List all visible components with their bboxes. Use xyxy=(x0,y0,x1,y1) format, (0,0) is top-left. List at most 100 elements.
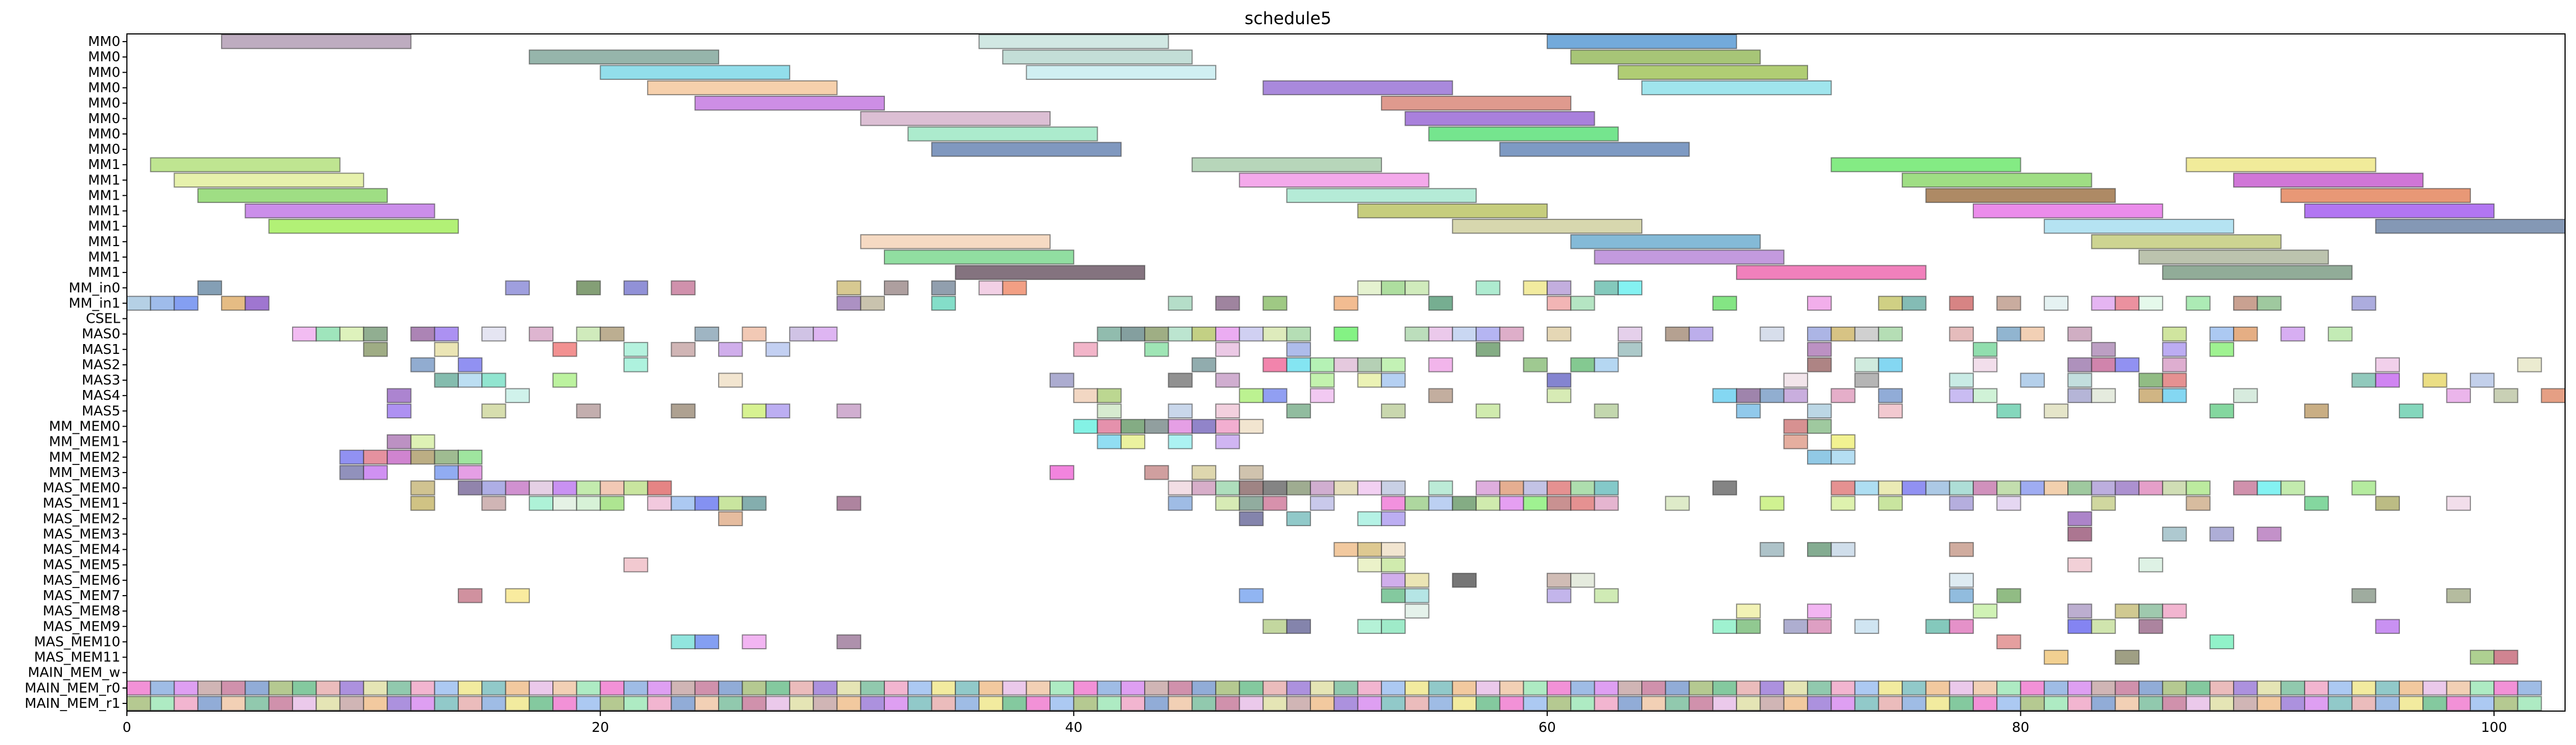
task-bar xyxy=(1617,280,1643,295)
y-tick-label: MM_in0 xyxy=(69,280,120,295)
task-bar xyxy=(1806,450,1832,465)
task-bar xyxy=(2067,357,2093,372)
task-bar xyxy=(2304,496,2329,511)
task-bar xyxy=(1380,403,1406,419)
task-bar xyxy=(1996,403,2021,419)
task-bar xyxy=(765,403,790,419)
stripe-bar-r1 xyxy=(2091,696,2116,711)
stripe-bar-r1 xyxy=(1759,696,1785,711)
task-bar xyxy=(1476,480,1501,496)
task-bar xyxy=(2091,480,2116,496)
task-bar xyxy=(1546,480,1572,496)
stripe-bar-r0 xyxy=(647,680,672,696)
task-bar xyxy=(528,49,720,65)
task-bar xyxy=(671,634,696,650)
task-bar xyxy=(1239,465,1264,480)
task-bar xyxy=(1925,480,1950,496)
task-bar xyxy=(1333,542,1359,557)
task-bar xyxy=(363,326,388,342)
y-tick-label: MM1 xyxy=(88,156,120,172)
stripe-bar-r0 xyxy=(2185,680,2211,696)
y-tick-label: MM1 xyxy=(88,234,120,249)
task-bar xyxy=(1831,434,1856,450)
task-bar xyxy=(2091,619,2116,634)
y-tick-label: MAIN_MEM_r1 xyxy=(25,695,120,711)
task-bar xyxy=(1476,403,1501,419)
task-bar xyxy=(1452,496,1477,511)
stripe-bar-r1 xyxy=(694,696,720,711)
task-bar xyxy=(1310,372,1335,388)
task-bar xyxy=(1925,619,1950,634)
task-bar xyxy=(1168,434,1193,450)
task-bar xyxy=(1428,126,1619,142)
stripe-bar-r0 xyxy=(1665,680,1690,696)
task-bar xyxy=(1333,357,1359,372)
stripe-bar-r0 xyxy=(2493,680,2519,696)
stripe-bar-r0 xyxy=(2469,680,2495,696)
task-bar xyxy=(1736,388,1761,403)
task-bar xyxy=(1476,280,1501,295)
stripe-bar-r0 xyxy=(671,680,696,696)
task-bar xyxy=(1191,465,1216,480)
task-bar xyxy=(1570,573,1595,588)
task-bar xyxy=(2162,357,2187,372)
task-bar xyxy=(2067,557,2093,573)
task-bar xyxy=(173,172,364,188)
stripe-bar-r0 xyxy=(1357,680,1382,696)
task-bar xyxy=(2399,403,2424,419)
stripe-bar-r1 xyxy=(2280,696,2305,711)
task-bar xyxy=(1546,588,1572,603)
stripe-bar-r1 xyxy=(1546,696,1572,711)
stripe-bar-r0 xyxy=(1191,680,1216,696)
task-bar xyxy=(599,480,625,496)
task-bar xyxy=(1878,480,1903,496)
y-tick-label: MAS_MEM7 xyxy=(43,587,120,603)
task-bar xyxy=(931,280,956,295)
stripe-bar-r1 xyxy=(1878,696,1903,711)
stripe-bar-r0 xyxy=(2067,680,2093,696)
stripe-bar-r1 xyxy=(2493,696,2519,711)
task-bar xyxy=(1831,542,1856,557)
task-bar xyxy=(1854,619,1879,634)
task-bar xyxy=(1262,496,1287,511)
stripe-bar-r1 xyxy=(623,696,649,711)
task-bar xyxy=(1025,65,1216,80)
stripe-bar-r0 xyxy=(528,680,554,696)
y-tick-label: MM1 xyxy=(88,218,120,234)
task-bar xyxy=(1594,280,1619,295)
task-bar xyxy=(2209,326,2235,342)
task-bar xyxy=(1878,403,1903,419)
task-bar xyxy=(457,588,483,603)
task-bars xyxy=(126,34,2566,711)
y-tick-label: MM0 xyxy=(88,33,120,49)
stripe-bar-r0 xyxy=(978,680,1004,696)
task-bar xyxy=(1357,280,1382,295)
task-bar xyxy=(434,326,459,342)
task-bar xyxy=(1239,172,1430,188)
y-tick-label: MM0 xyxy=(88,126,120,142)
task-bar xyxy=(1191,480,1216,496)
stripe-bar-r0 xyxy=(1949,680,1974,696)
task-bar xyxy=(1736,603,1761,619)
task-bar xyxy=(1286,188,1477,203)
task-bar xyxy=(576,496,601,511)
task-bar xyxy=(481,326,506,342)
task-bar xyxy=(1996,480,2021,496)
stripe-bar-r0 xyxy=(1688,680,1714,696)
task-bar xyxy=(1546,388,1572,403)
stripe-bar-r0 xyxy=(1523,680,1548,696)
task-bar xyxy=(1191,326,1216,342)
stripe-bar-r0 xyxy=(1215,680,1240,696)
task-bar xyxy=(860,111,1051,126)
stripe-bar-r0 xyxy=(481,680,506,696)
task-bar xyxy=(1215,434,1240,450)
task-bar xyxy=(2209,634,2235,650)
task-bar xyxy=(2091,357,2116,372)
stripe-bar-r1 xyxy=(1262,696,1287,711)
task-bar xyxy=(1831,388,1856,403)
stripe-bar-r1 xyxy=(1286,696,1312,711)
task-bar xyxy=(1333,480,1359,496)
stripe-bar-r0 xyxy=(2375,680,2400,696)
task-bar xyxy=(2257,526,2282,542)
task-bar xyxy=(221,295,246,311)
